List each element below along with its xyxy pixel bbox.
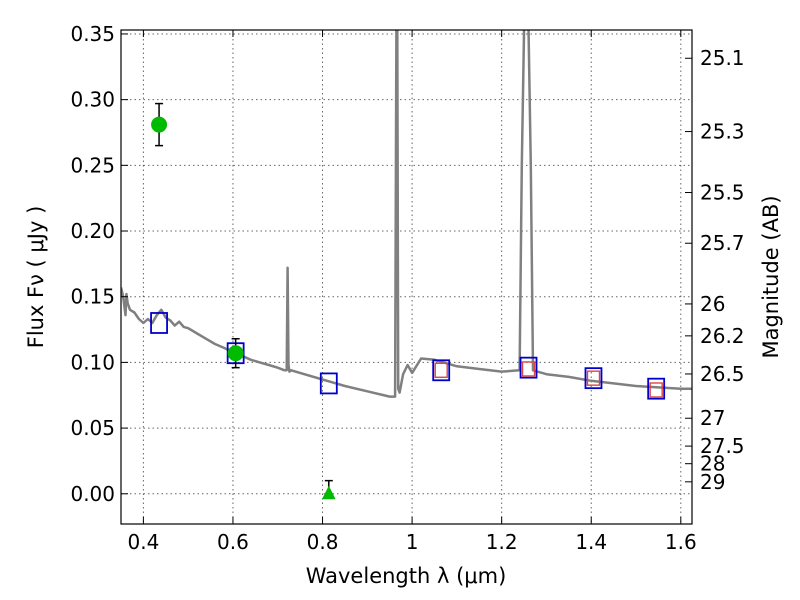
y-tick-label: 0.25 <box>70 153 115 177</box>
y2-tick-label: 28 <box>700 452 725 476</box>
y-tick-label: 0.00 <box>70 482 115 506</box>
marker-layer <box>150 102 666 500</box>
y-tick-label: 0.30 <box>70 88 115 112</box>
y2-tick-label: 25.3 <box>700 120 745 144</box>
observed-photometry-point <box>151 116 168 133</box>
y-tick-label: 0.15 <box>70 285 115 309</box>
tick-labels: 0.4 0.6 0.8 1 1.2 1.4 1.6 0.00 0.05 0.10 0.15 0.20 0… <box>70 22 744 554</box>
observed-upper-limit-triangle <box>321 485 336 500</box>
model-photometry-square <box>432 359 451 382</box>
y2-tick-label: 26.5 <box>700 362 745 386</box>
model-photometry-square <box>150 312 168 334</box>
x-tick-label: 1.4 <box>575 530 607 554</box>
model-photometry-square <box>319 372 338 395</box>
model-photometry-square-red <box>649 382 663 398</box>
y-tick-label: 0.05 <box>70 416 115 440</box>
model-photometry-square-red <box>521 361 536 377</box>
y2-tick-label: 26.2 <box>700 324 745 348</box>
y-tick-label: 0.35 <box>70 22 115 46</box>
plot-frame <box>120 29 693 525</box>
y2-tick-label: 27 <box>700 406 725 430</box>
y2-axis-label: Magnitude (AB) <box>759 195 783 358</box>
y2-tick-label: 29 <box>700 470 725 494</box>
model-photometry-square-red <box>434 362 448 378</box>
model-photometry-square <box>584 367 603 390</box>
x-axis-label: Wavelength λ (μm) <box>306 564 507 588</box>
model-photometry-square <box>519 356 538 379</box>
x-tick-label: 1.6 <box>665 530 697 554</box>
x-tick-label: 0.4 <box>127 530 159 554</box>
y-tick-label: 0.10 <box>70 350 115 374</box>
y-axis-label: Flux Fν ( μJy ) <box>24 206 48 349</box>
x-tick-label: 1 <box>406 530 419 554</box>
grid-lines <box>121 30 692 524</box>
y-tick-label: 0.20 <box>70 219 115 243</box>
model-photometry-square <box>647 377 666 400</box>
y2-tick-label: 25.7 <box>700 231 745 255</box>
y2-tick-label: 25.1 <box>700 46 745 70</box>
observed-photometry-point <box>227 345 244 362</box>
y2-tick-label: 27.5 <box>700 434 745 458</box>
x-tick-label: 0.8 <box>307 530 339 554</box>
y2-tick-label: 26 <box>700 292 725 316</box>
x-tick-label: 0.6 <box>217 530 249 554</box>
plot-background <box>121 30 692 524</box>
ticks <box>121 30 692 524</box>
x-tick-label: 1.2 <box>486 530 518 554</box>
model-photometry-square-red <box>586 370 601 386</box>
y2-tick-label: 25.5 <box>700 181 745 205</box>
